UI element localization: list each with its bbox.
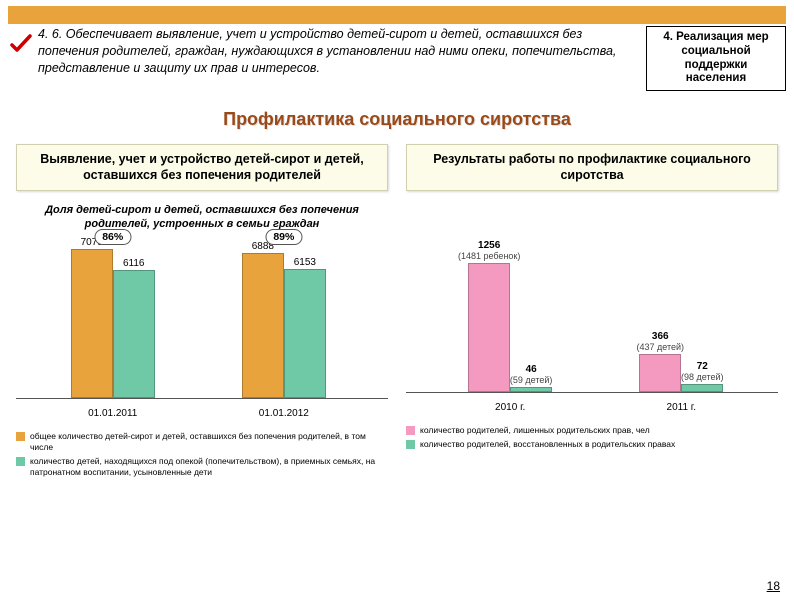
right-header: Результаты работы по профилактике социал… [406, 144, 778, 191]
legend-text: количество родителей, восстановленных в … [420, 439, 675, 450]
left-chart: 7079611686%6888615389% 01.01.201101.01.2… [16, 235, 388, 425]
x-axis-label: 01.01.2012 [259, 408, 309, 419]
bar-value-label: 1256(1481 ребенок) [458, 240, 520, 262]
bar: 6153 [284, 269, 326, 398]
callout-bubble: 89% [265, 229, 302, 245]
bar-value-label: 6116 [123, 258, 145, 269]
intro-block: 4. 6. Обеспечивает выявление, учет и уст… [8, 26, 646, 77]
checkmark-icon [8, 32, 32, 56]
legend-item: количество родителей, лишенных родительс… [406, 425, 778, 436]
accent-bar [8, 6, 786, 24]
bar-group: 70796116 [71, 249, 155, 398]
bar: 7079 [71, 249, 113, 398]
right-plot: 1256(1481 ребенок)46(59 детей)366(437 де… [406, 229, 778, 393]
bar: 366(437 детей) [639, 354, 681, 392]
legend-swatch [406, 440, 415, 449]
bar-value-label: 46(59 детей) [510, 364, 553, 386]
bar-value-label: 72(98 детей) [681, 361, 724, 383]
x-axis-label: 2010 г. [495, 402, 525, 413]
intro-text: 4. 6. Обеспечивает выявление, учет и уст… [38, 26, 640, 77]
legend-item: общее количество детей-сирот и детей, ос… [16, 431, 388, 453]
bar-value-label: 366(437 детей) [637, 331, 685, 353]
legend-swatch [16, 457, 25, 466]
callout-bubble: 86% [94, 229, 131, 245]
left-xaxis: 01.01.2011 01.01.2012 [16, 401, 388, 425]
corner-box: 4. Реализация мер социальной поддержки н… [646, 26, 786, 91]
left-plot: 7079611686%6888615389% [16, 235, 388, 399]
x-axis-label: 01.01.2011 [88, 408, 137, 419]
bar-group: 68886153 [242, 253, 326, 398]
bar: 46(59 детей) [510, 387, 552, 392]
right-column: Результаты работы по профилактике социал… [406, 144, 778, 481]
legend-swatch [16, 432, 25, 441]
bar: 6116 [113, 270, 155, 399]
page-number: 18 [767, 579, 780, 593]
right-chart: 1256(1481 ребенок)46(59 детей)366(437 де… [406, 229, 778, 419]
bar-value-label: 6153 [294, 257, 316, 268]
bar-group: 1256(1481 ребенок)46(59 детей) [468, 263, 552, 392]
bar: 72(98 детей) [681, 384, 723, 391]
main-title: Профилактика социального сиротства [0, 109, 794, 130]
bar: 1256(1481 ребенок) [468, 263, 510, 392]
left-sub-caption: Доля детей-сирот и детей, оставшихся без… [20, 203, 384, 232]
right-xaxis: 2010 г. 2011 г. [406, 395, 778, 419]
bar: 6888 [242, 253, 284, 398]
header-row: 4. 6. Обеспечивает выявление, учет и уст… [0, 24, 794, 91]
legend-text: количество детей, находящихся под опекой… [30, 456, 388, 478]
legend-item: количество родителей, восстановленных в … [406, 439, 778, 450]
columns: Выявление, учет и устройство детей-сирот… [0, 144, 794, 481]
x-axis-label: 2011 г. [667, 402, 697, 413]
bar-group: 366(437 детей)72(98 детей) [639, 354, 723, 392]
left-column: Выявление, учет и устройство детей-сирот… [16, 144, 388, 481]
legend-text: количество родителей, лишенных родительс… [420, 425, 650, 436]
left-header: Выявление, учет и устройство детей-сирот… [16, 144, 388, 191]
right-legend: количество родителей, лишенных родительс… [406, 425, 778, 450]
legend-swatch [406, 426, 415, 435]
left-legend: общее количество детей-сирот и детей, ос… [16, 431, 388, 478]
legend-item: количество детей, находящихся под опекой… [16, 456, 388, 478]
legend-text: общее количество детей-сирот и детей, ос… [30, 431, 388, 453]
